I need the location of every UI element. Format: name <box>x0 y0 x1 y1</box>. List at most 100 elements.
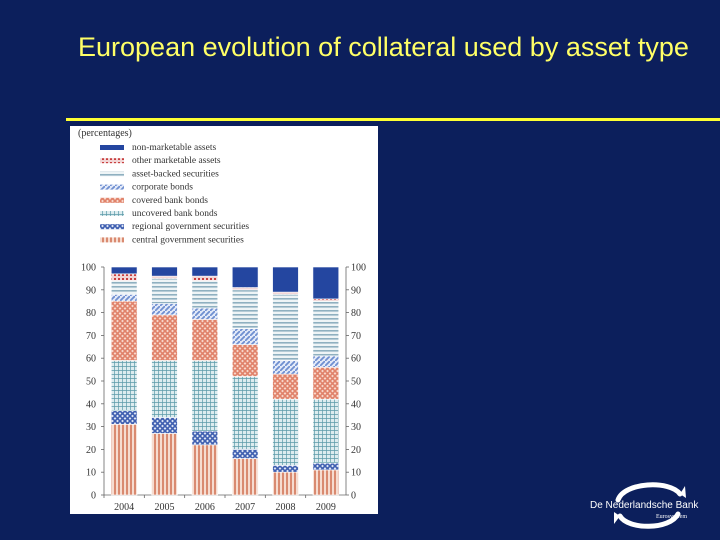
bar-segment <box>191 275 219 281</box>
bar-segment <box>151 275 178 279</box>
bar-segment <box>231 266 259 288</box>
bar-segment <box>272 471 299 496</box>
y-tick-label-right: 30 <box>351 422 361 433</box>
legend-swatch <box>100 184 124 190</box>
bar-segment <box>151 266 178 277</box>
legend-swatch <box>100 224 124 230</box>
legend-label: covered bank bonds <box>132 196 208 206</box>
y-tick-label-right: 40 <box>351 399 361 410</box>
legend-label: non-marketable assets <box>132 143 216 153</box>
bar-segment <box>312 300 340 357</box>
x-tick-label: 2009 <box>316 502 336 513</box>
stacked-bar-chart: (percentages) non-marketable assets other… <box>78 128 366 514</box>
bar-segment <box>272 294 299 361</box>
bar-segment <box>151 303 178 316</box>
bar-segment <box>272 291 299 295</box>
bar-segment <box>110 300 138 361</box>
bar-segment <box>312 398 340 464</box>
y-tick-label-right: 70 <box>351 331 361 342</box>
y-tick-label-right: 0 <box>351 491 356 502</box>
bar-segment <box>191 319 219 361</box>
y-tick-label-right: 50 <box>351 377 361 388</box>
y-tick-label-left: 30 <box>86 422 96 433</box>
x-tick-label: 2008 <box>276 502 296 513</box>
legend-label: uncovered bank bonds <box>132 209 218 219</box>
dnb-logo: De Nederlandsche Bank Eurosysteem <box>588 476 718 532</box>
bar-segment <box>312 462 340 471</box>
bar-segment <box>272 360 299 375</box>
legend-swatch <box>100 158 124 164</box>
bar-segment <box>231 328 259 345</box>
y-tick-label-left: 100 <box>81 263 96 274</box>
bar-segment <box>231 287 259 291</box>
bar-segment <box>191 444 219 496</box>
logo-name: De Nederlandsche Bank <box>590 500 699 511</box>
unit-label: (percentages) <box>78 128 132 139</box>
bar-segment <box>191 360 219 432</box>
logo-subtitle: Eurosysteem <box>656 514 687 520</box>
x-tick-label: 2005 <box>155 502 175 513</box>
x-tick-label: 2007 <box>235 502 255 513</box>
bar-segment <box>110 360 138 411</box>
bar-segment <box>110 273 138 281</box>
y-tick-label-left: 90 <box>86 285 96 296</box>
chart-panel: (percentages) non-marketable assets other… <box>70 126 378 514</box>
bar-segment <box>231 458 259 496</box>
y-tick-label-left: 60 <box>86 354 96 365</box>
bar-segment <box>231 376 259 450</box>
bar-segment <box>110 294 138 302</box>
chart-legend: non-marketable assets other marketable as… <box>100 143 249 245</box>
legend-label: other marketable assets <box>132 156 221 166</box>
y-tick-label-right: 60 <box>351 354 361 365</box>
logo-swirl-icon <box>614 482 686 529</box>
bar-segment <box>312 367 340 400</box>
chart-bars <box>110 266 340 496</box>
x-tick-label: 2006 <box>195 502 215 513</box>
bar-segment <box>110 280 138 295</box>
bar-segment <box>312 355 340 368</box>
bar-segment <box>272 373 299 400</box>
bar-segment <box>191 266 219 277</box>
y-tick-label-right: 20 <box>351 445 361 456</box>
bar-segment <box>272 266 299 293</box>
y-tick-label-left: 40 <box>86 399 96 410</box>
bar-segment <box>231 449 259 459</box>
bar-segment <box>312 469 340 496</box>
bar-segment <box>151 417 178 434</box>
bar-segment <box>151 360 178 418</box>
bar-segment <box>110 266 138 275</box>
legend-swatch <box>100 197 124 203</box>
chart-axes: 0 0 10 10 20 20 30 30 40 40 50 50 60 60 70 70 80 80 90 90 10… <box>81 263 366 514</box>
y-tick-label-left: 0 <box>91 491 96 502</box>
y-tick-label-right: 80 <box>351 308 361 319</box>
bar-segment <box>191 307 219 320</box>
bar-segment <box>191 430 219 446</box>
legend-label: central government securities <box>132 235 244 245</box>
bar-segment <box>312 266 340 300</box>
y-tick-label-right: 100 <box>351 263 366 274</box>
legend-swatch <box>100 211 124 216</box>
y-tick-label-left: 10 <box>86 468 96 479</box>
bar-segment <box>231 344 259 377</box>
y-tick-label-left: 70 <box>86 331 96 342</box>
x-tick-label: 2004 <box>114 502 134 513</box>
bar-segment <box>151 314 178 361</box>
legend-label: corporate bonds <box>132 183 193 193</box>
y-tick-label-left: 80 <box>86 308 96 319</box>
legend-label: regional government securities <box>132 222 249 232</box>
bar-segment <box>191 280 219 309</box>
bar-segment <box>231 289 259 329</box>
bar-segment <box>272 465 299 473</box>
slide-title: European evolution of collateral used by… <box>78 32 689 62</box>
bar-segment <box>312 298 340 302</box>
legend-swatch <box>100 237 124 243</box>
title-divider <box>66 118 720 121</box>
y-tick-label-right: 10 <box>351 468 361 479</box>
y-tick-label-left: 20 <box>86 445 96 456</box>
bar-segment <box>110 424 138 496</box>
legend-label: asset-backed securities <box>132 169 219 179</box>
bar-segment <box>272 398 299 466</box>
y-tick-label-right: 90 <box>351 285 361 296</box>
legend-swatch <box>100 145 124 150</box>
y-tick-label-left: 50 <box>86 377 96 388</box>
